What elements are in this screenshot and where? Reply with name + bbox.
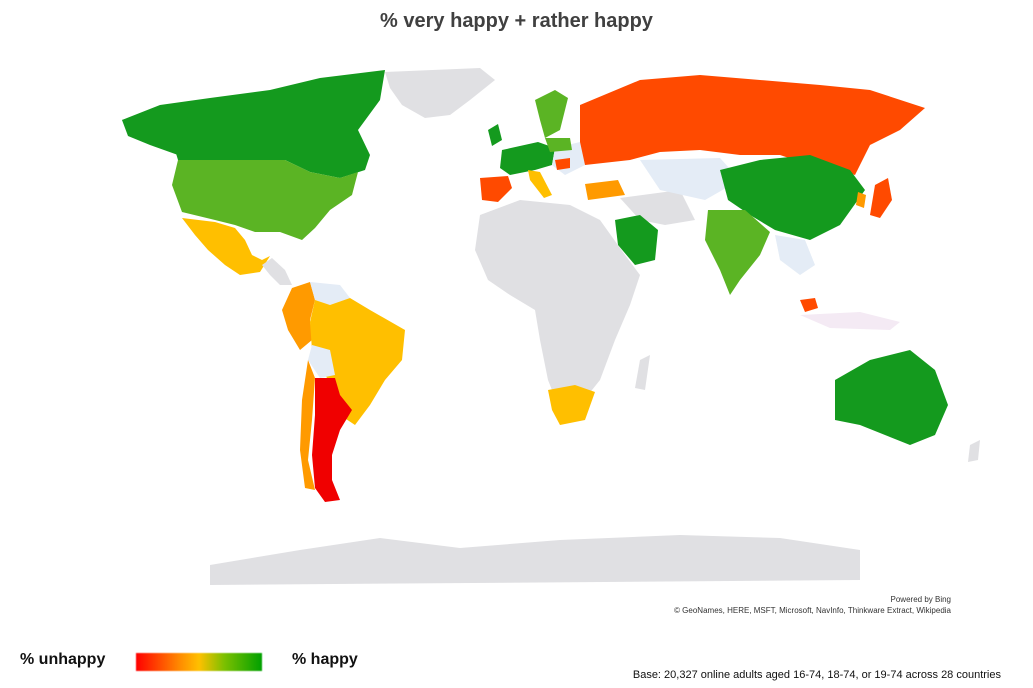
- malaysia: [800, 298, 818, 312]
- chile: [300, 360, 315, 490]
- india: [705, 210, 770, 295]
- base-note: Base: 20,327 online adults aged 16-74, 1…: [632, 669, 1001, 681]
- powered-by-text: Powered by Bing: [890, 595, 951, 604]
- hungary: [555, 158, 570, 170]
- southeast-asia: [775, 235, 815, 275]
- south-africa: [548, 385, 595, 425]
- united-states: [172, 160, 358, 240]
- mexico: [182, 218, 270, 275]
- legend-gradient-bar: [136, 653, 262, 671]
- brazil: [310, 298, 405, 425]
- australia: [835, 350, 948, 445]
- russia: [580, 75, 925, 175]
- saudi-arabia: [615, 215, 658, 265]
- france-germany: [500, 142, 555, 175]
- japan: [870, 178, 892, 218]
- italy: [528, 170, 552, 198]
- sources-text: © GeoNames, HERE, MSFT, Microsoft, NavIn…: [674, 606, 951, 615]
- alaska: [122, 105, 190, 155]
- spain: [480, 176, 512, 202]
- indonesia: [800, 312, 900, 330]
- poland: [545, 138, 572, 152]
- world-map: [40, 60, 980, 600]
- legend-high-label: % happy: [292, 651, 358, 668]
- madagascar: [635, 355, 650, 390]
- new-zealand: [968, 440, 980, 462]
- map-credits: Powered by Bing © GeoNames, HERE, MSFT, …: [674, 594, 951, 616]
- colombia-peru: [282, 282, 315, 350]
- antarctica: [210, 535, 860, 585]
- central-asia: [640, 158, 740, 200]
- legend-low-label: % unhappy: [20, 651, 106, 668]
- africa: [475, 200, 640, 410]
- uk: [488, 124, 502, 146]
- world-map-svg: [122, 68, 980, 585]
- bolivia: [308, 345, 335, 378]
- greenland: [385, 68, 495, 118]
- central-america: [262, 258, 292, 285]
- scandinavia: [535, 90, 568, 138]
- map-title: % very happy + rather happy: [380, 10, 653, 32]
- korea: [856, 192, 866, 208]
- argentina: [312, 378, 352, 502]
- china: [720, 155, 865, 240]
- turkey: [585, 180, 625, 200]
- canada: [122, 70, 385, 178]
- venezuela: [310, 282, 350, 305]
